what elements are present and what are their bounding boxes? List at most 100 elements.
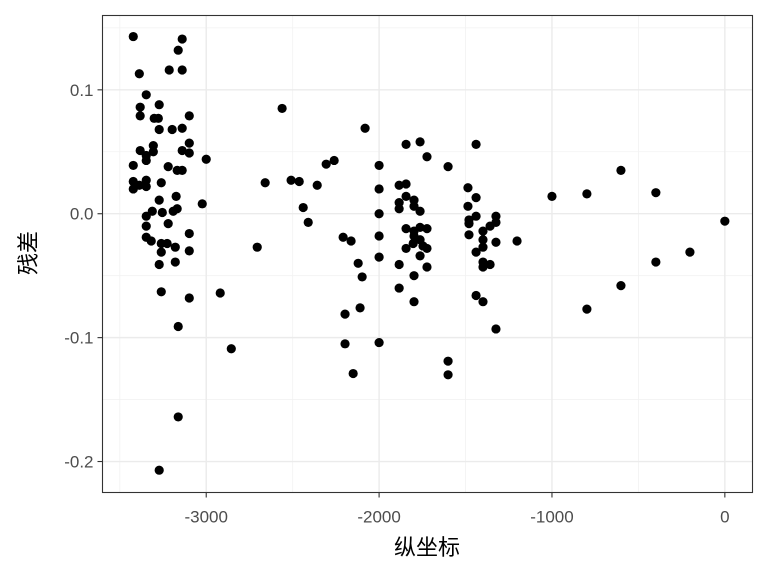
data-point	[422, 262, 432, 272]
y-tick-label: -0.2	[64, 453, 93, 472]
data-point	[294, 176, 304, 187]
data-point	[154, 195, 164, 205]
data-point	[184, 138, 194, 148]
y-tick-label: 0.0	[70, 205, 94, 224]
data-point	[394, 259, 404, 270]
data-point	[651, 257, 661, 267]
data-point	[177, 145, 187, 156]
data-point	[157, 207, 167, 218]
data-point	[401, 243, 411, 254]
data-points	[128, 31, 730, 475]
data-point	[184, 111, 194, 121]
data-point	[134, 69, 144, 79]
data-point	[162, 238, 172, 249]
data-point	[173, 321, 183, 332]
data-point	[184, 228, 194, 239]
data-point	[164, 65, 174, 75]
data-point	[134, 180, 144, 190]
data-point	[173, 412, 183, 422]
data-point	[478, 242, 488, 252]
data-point	[360, 123, 370, 133]
data-point	[197, 199, 207, 209]
data-point	[252, 242, 262, 252]
data-point	[464, 230, 474, 240]
data-point	[340, 309, 350, 319]
data-point	[443, 356, 453, 366]
plot-panel-border	[101, 14, 754, 494]
data-point	[485, 259, 495, 270]
data-point	[184, 148, 194, 158]
data-point	[394, 204, 404, 214]
data-point	[329, 155, 339, 166]
data-point	[471, 211, 481, 221]
data-point	[177, 165, 187, 175]
data-point	[478, 297, 488, 307]
data-point	[128, 160, 138, 171]
data-point	[408, 238, 418, 249]
data-point	[135, 111, 145, 121]
data-point	[485, 221, 495, 231]
data-point	[177, 34, 187, 44]
data-point	[168, 206, 178, 216]
data-point	[415, 206, 425, 216]
data-point	[720, 216, 730, 226]
data-point	[141, 90, 151, 100]
data-point	[394, 283, 404, 293]
x-tick-label: -2000	[357, 508, 400, 527]
data-point	[374, 337, 384, 348]
data-point	[443, 370, 453, 380]
data-point	[163, 219, 173, 229]
data-point	[582, 304, 592, 314]
x-tick-label: -1000	[530, 508, 573, 527]
data-point	[471, 290, 481, 301]
data-point	[478, 257, 488, 267]
data-point	[348, 368, 358, 379]
data-point	[415, 137, 425, 147]
data-point	[184, 246, 194, 256]
data-point	[463, 183, 473, 193]
data-point	[491, 324, 501, 334]
data-point	[443, 162, 453, 172]
data-point	[422, 224, 432, 234]
data-point	[128, 31, 138, 42]
data-point	[148, 147, 158, 157]
data-point	[355, 303, 365, 313]
data-point	[346, 236, 356, 246]
data-point	[135, 102, 145, 112]
data-point	[154, 124, 164, 135]
x-axis: -3000 -2000 -1000 0	[184, 492, 730, 527]
data-point	[401, 224, 411, 234]
data-point	[353, 258, 363, 268]
data-point	[422, 243, 432, 254]
data-point	[394, 180, 404, 190]
data-point	[401, 191, 411, 201]
data-point	[478, 235, 488, 245]
data-point	[141, 221, 151, 231]
data-point	[401, 179, 411, 189]
data-point	[312, 180, 322, 190]
data-point	[154, 259, 164, 270]
data-point	[547, 191, 557, 201]
data-point	[478, 226, 488, 236]
data-point	[471, 193, 481, 203]
data-point	[464, 219, 474, 229]
x-tick-label: 0	[720, 508, 729, 527]
data-point	[171, 191, 181, 201]
data-point	[173, 45, 183, 55]
data-point	[170, 257, 180, 267]
data-point	[374, 231, 384, 241]
data-point	[463, 201, 473, 211]
data-point	[374, 160, 384, 171]
y-axis: 0.1 0.0 -0.1 -0.2	[64, 81, 103, 472]
data-point	[582, 189, 592, 199]
data-point	[177, 65, 187, 75]
data-point	[340, 339, 350, 349]
data-point	[471, 139, 481, 149]
data-point	[616, 165, 626, 175]
data-point	[374, 252, 384, 262]
x-tick-label: -3000	[184, 508, 227, 527]
data-point	[422, 152, 432, 162]
data-point	[170, 242, 180, 252]
data-point	[616, 280, 626, 291]
